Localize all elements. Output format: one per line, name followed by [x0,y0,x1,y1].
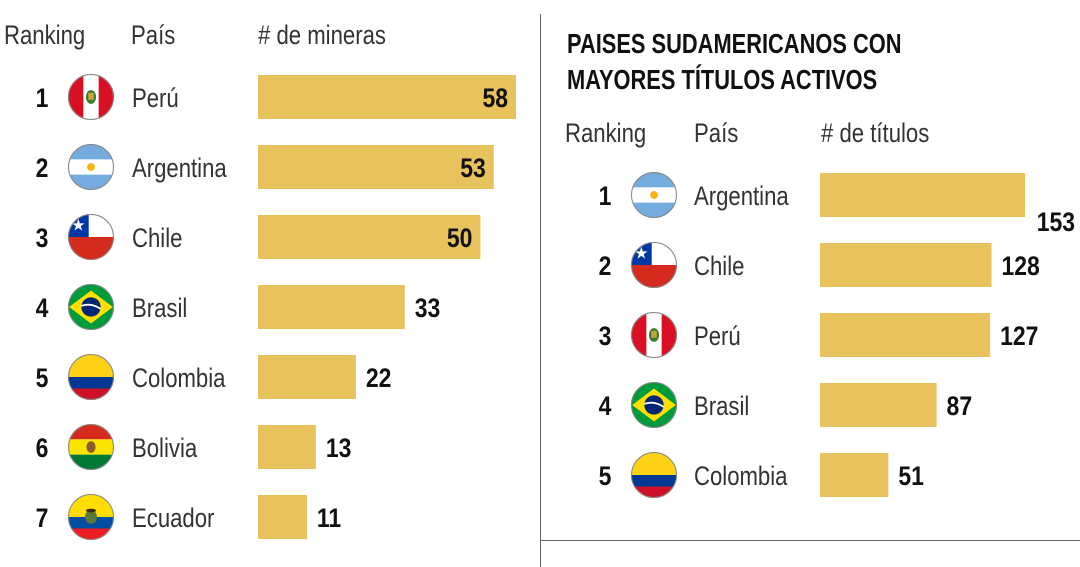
bar [258,75,516,119]
bottom-divider [540,540,1080,541]
value-label: 53 [460,153,486,183]
bar [258,425,316,469]
value-label: 87 [947,391,973,421]
rank-label: 3 [599,321,612,351]
chart-title: PAISES SUDAMERICANOS CON MAYORES TÍTULOS… [567,26,902,98]
value-label: 13 [326,433,352,463]
country-header: País [131,20,176,50]
value-label: 127 [1000,321,1038,351]
rank-label: 6 [36,433,49,463]
rank-label: 2 [599,251,612,281]
country-header: País [694,118,739,148]
chart-row: 4 Brasil 87 [599,382,972,428]
country-label: Ecuador [132,504,214,534]
value-label: 58 [482,83,508,113]
chart-row: 3 ★ Chile 50 [36,214,481,260]
rank-label: 1 [36,83,49,113]
country-label: Bolivia [132,434,197,464]
metric-header: # de títulos [821,118,930,148]
mining-companies-bars: 1 Perú 58 2 Argentina 53 3 ★ Chile 50 4 Brasil 33 5 Co… [36,74,516,540]
rank-label: 2 [36,153,49,183]
value-label: 22 [366,363,392,393]
bar [820,173,1025,217]
bar [258,145,494,189]
value-label: 11 [317,503,341,533]
value-label: 50 [447,223,473,253]
active-titles-chart: PAISES SUDAMERICANOS CON MAYORES TÍTULOS… [541,0,1080,567]
chart-row: 1 Perú 58 [36,74,516,120]
peru-flag-icon [68,74,114,120]
chart-row: 2 ★ Chile 128 [599,242,1040,288]
chart-row: 1 Argentina 153 [599,172,1075,237]
rank-label: 4 [36,293,49,323]
bar [258,285,405,329]
rank-label: 4 [599,391,612,421]
chile-flag-icon: ★ [68,214,114,260]
country-label: Colombia [694,462,788,492]
chart-row: 5 Colombia 22 [36,354,392,400]
country-label: Chile [694,252,744,282]
bar [820,453,889,497]
bar [258,495,307,539]
country-label: Colombia [132,364,226,394]
bar [820,313,991,357]
value-label: 51 [898,461,924,491]
country-label: Perú [132,84,179,114]
country-label: Perú [694,322,741,352]
chart-row: 7 Ecuador 11 [36,494,341,540]
colombia-flag-icon [631,452,677,498]
chart-title-line2: MAYORES TÍTULOS ACTIVOS [567,64,878,95]
mining-companies-chart: Ranking País # de mineras 1 Perú 58 2 Argent… [4,20,516,540]
brazil-flag-icon [68,284,114,330]
bar [820,383,937,427]
chart-row: 3 Perú 127 [599,312,1038,358]
value-label: 153 [1037,207,1075,237]
argentina-flag-icon [68,144,114,190]
rank-label: 3 [36,223,49,253]
active-titles-bars: 1 Argentina 153 2 ★ Chile 128 3 Perú 127 4 Brasil 87… [599,172,1075,498]
country-label: Argentina [132,154,227,184]
country-label: Brasil [132,294,187,324]
chart-row: 5 Colombia 51 [599,452,924,498]
country-label: Argentina [694,182,789,212]
rank-label: 5 [599,461,612,491]
value-label: 33 [415,293,441,323]
chile-flag-icon: ★ [631,242,677,288]
rank-label: 7 [36,503,49,533]
value-label: 128 [1002,251,1040,281]
country-label: Brasil [694,392,749,422]
rank-label: 1 [599,181,612,211]
peru-flag-icon [631,312,677,358]
bolivia-flag-icon [68,424,114,470]
metric-header: # de mineras [258,20,386,50]
chart-row: 2 Argentina 53 [36,144,494,190]
ecuador-flag-icon [68,494,114,540]
chart-title-line1: PAISES SUDAMERICANOS CON [567,28,902,59]
panel-divider [540,14,541,567]
ranking-header: Ranking [565,118,647,148]
country-label: Chile [132,224,182,254]
bar [820,243,992,287]
ranking-header: Ranking [4,20,86,50]
chart-row: 6 Bolivia 13 [36,424,352,470]
bar [258,355,356,399]
brazil-flag-icon [631,382,677,428]
rank-label: 5 [36,363,49,393]
chart-row: 4 Brasil 33 [36,284,441,330]
argentina-flag-icon [631,172,677,218]
colombia-flag-icon [68,354,114,400]
bar [258,215,481,259]
